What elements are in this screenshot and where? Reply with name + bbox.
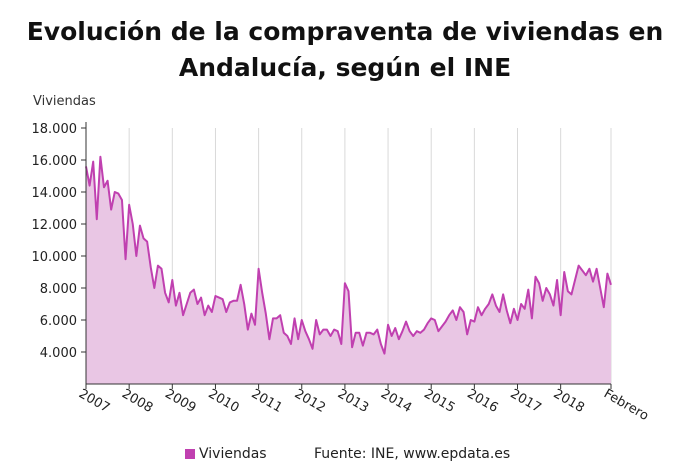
chart-title: Evolución de la compraventa de viviendas… (0, 14, 690, 86)
x-tick-label: 2010 (205, 386, 241, 416)
y-tick-label: 6.000 (40, 314, 77, 329)
series-area (86, 156, 611, 384)
chart-plot: 4.000 6.000 8.000 10.000 12.000 14.000 16.000 1… (32, 122, 651, 424)
x-tick-label: 2008 (119, 386, 155, 416)
chart-title-line-1: Evolución de la compraventa de viviendas… (26, 17, 664, 46)
x-tick-label: 2013 (335, 386, 371, 416)
x-tick-label: 2009 (162, 386, 198, 416)
legend-swatch (185, 449, 195, 459)
x-tick-label: 2011 (249, 386, 285, 416)
y-tick-label: 4.000 (40, 346, 77, 361)
y-tick-label: 8.000 (40, 282, 77, 297)
chart-title-line-2: Andalucía, según el INE (178, 53, 512, 82)
y-tick-label: 16.000 (32, 154, 78, 169)
legend-label: Viviendas (199, 446, 267, 462)
x-tick-label: 2014 (378, 386, 414, 416)
y-tick-label: 10.000 (32, 250, 78, 265)
series-line (85, 155, 612, 355)
x-tick-label: 2018 (551, 386, 587, 416)
x-tick-label: Febrero (601, 386, 651, 424)
y-tick-label: 14.000 (32, 186, 78, 201)
x-tick-label: 2016 (464, 386, 500, 416)
y-tick-label: 18.000 (32, 122, 78, 137)
y-axis-label: Viviendas (33, 94, 96, 109)
y-tick-label: 12.000 (32, 218, 78, 233)
source-text: Fuente: INE, www.epdata.es (314, 446, 511, 462)
x-tick-label: 2015 (421, 386, 457, 416)
x-tick-label: 2007 (76, 386, 112, 416)
x-tick-label: 2017 (508, 386, 544, 416)
x-tick-label: 2012 (292, 386, 328, 416)
chart-footer: Viviendas Fuente: INE, www.epdata.es (0, 446, 690, 466)
